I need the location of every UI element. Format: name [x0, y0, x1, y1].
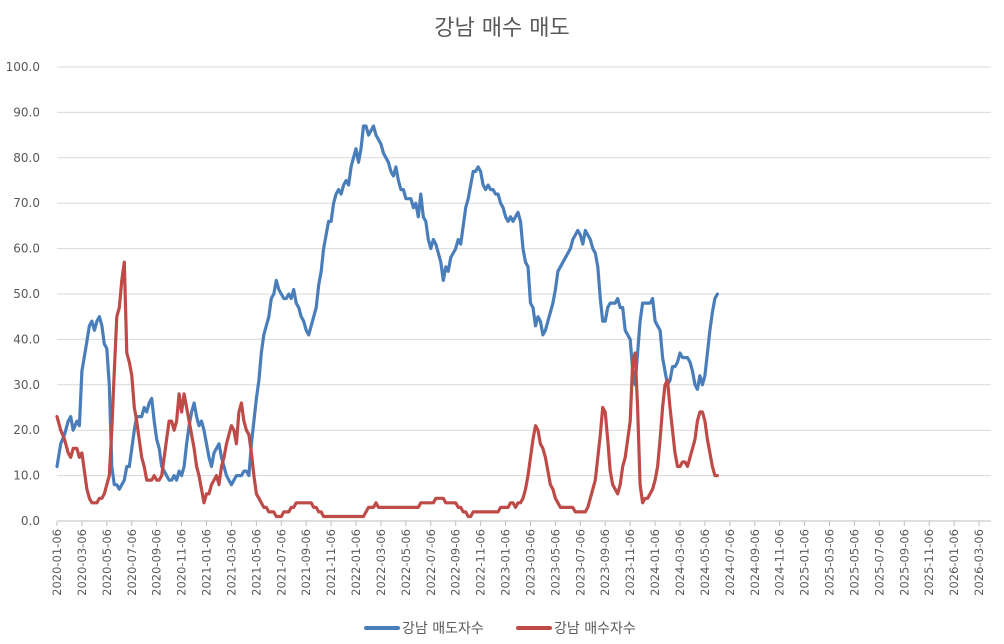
x-tick-label: 2025-01-06 — [798, 529, 812, 596]
x-tick-label: 2024-11-06 — [773, 529, 787, 596]
x-tick-label: 2021-09-06 — [299, 529, 313, 596]
x-tick-label: 2020-11-06 — [175, 529, 189, 596]
x-tick-label: 2021-03-06 — [224, 529, 238, 596]
x-axis: 2020-01-06 2020-03-06 2020-05-06 2020-07-06… — [50, 520, 991, 596]
legend-label-buyers: 강남 매수자수 — [554, 621, 636, 637]
x-tick-label: 2024-07-06 — [723, 529, 737, 596]
x-tick-label: 2021-05-06 — [249, 529, 263, 596]
series-line-buyers — [55, 260, 719, 519]
x-tick-label: 2025-09-06 — [897, 529, 911, 596]
x-tick-label: 2020-09-06 — [150, 529, 164, 596]
x-tick-label: 2025-07-06 — [872, 529, 886, 596]
x-tick-label: 2024-09-06 — [748, 529, 762, 596]
y-tick-label: 50.0 — [13, 287, 40, 301]
y-tick-label: 90.0 — [13, 105, 40, 119]
y-tick-label: 70.0 — [13, 196, 40, 210]
x-tick-label: 2022-11-06 — [474, 529, 488, 596]
x-tick-label: 2023-01-06 — [499, 529, 513, 596]
x-tick-label: 2023-09-06 — [598, 529, 612, 596]
y-tick-label: 20.0 — [13, 423, 40, 437]
x-tick-label: 2026-03-06 — [972, 529, 986, 596]
x-tick-label: 2022-03-06 — [374, 529, 388, 596]
x-tick-label: 2025-11-06 — [922, 529, 936, 596]
x-tick-label: 2024-01-06 — [648, 529, 662, 596]
y-axis: 0.0 10.0 20.0 30.0 40.0 50.0 60.0 70.0 80.0 90.0 1… — [6, 60, 40, 528]
y-tick-label: 40.0 — [13, 332, 40, 346]
x-tick-label: 2022-05-06 — [399, 529, 413, 596]
x-tick-label: 2023-07-06 — [573, 529, 587, 596]
x-tick-label: 2025-03-06 — [823, 529, 837, 596]
x-tick-label: 2021-11-06 — [324, 529, 338, 596]
y-tick-label: 30.0 — [13, 378, 40, 392]
x-tick-label: 2023-11-06 — [623, 529, 637, 596]
chart-title: 강남 매수 매도 — [434, 16, 569, 41]
y-tick-label: 10.0 — [13, 469, 40, 483]
x-tick-label: 2023-05-06 — [548, 529, 562, 596]
legend-label-sellers: 강남 매도자수 — [402, 621, 484, 637]
legend: 강남 매도자수 강남 매수자수 — [364, 621, 636, 637]
x-tick-label: 2022-07-06 — [424, 529, 438, 596]
x-tick-label: 2022-09-06 — [449, 529, 463, 596]
x-tick-label: 2021-07-06 — [274, 529, 288, 596]
x-tick-label: 2020-07-06 — [125, 529, 139, 596]
x-tick-label: 2024-05-06 — [698, 529, 712, 596]
series-group — [55, 124, 719, 519]
x-tick-label: 2020-05-06 — [100, 529, 114, 596]
series-line-sellers — [55, 124, 719, 491]
x-tick-label: 2026-01-06 — [947, 529, 961, 596]
x-tick-label: 2023-03-06 — [523, 529, 537, 596]
x-tick-label: 2020-01-06 — [50, 529, 64, 596]
x-tick-label: 2022-01-06 — [349, 529, 363, 596]
y-tick-label: 60.0 — [13, 242, 40, 256]
x-tick-label: 2021-01-06 — [200, 529, 214, 596]
x-tick-label: 2025-05-06 — [847, 529, 861, 596]
y-tick-label: 80.0 — [13, 151, 40, 165]
x-tick-label: 2020-03-06 — [75, 529, 89, 596]
x-tick-label: 2024-03-06 — [673, 529, 687, 596]
y-tick-label: 100.0 — [6, 60, 40, 74]
y-tick-label: 0.0 — [21, 514, 40, 528]
